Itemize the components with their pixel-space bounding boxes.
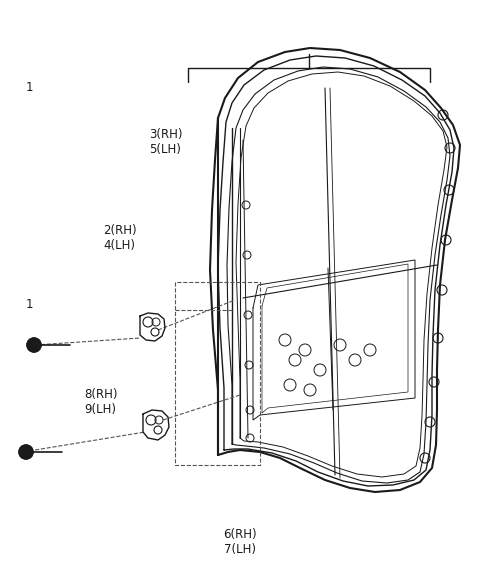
Text: 1: 1 [26, 298, 34, 311]
Text: 8(RH)
9(LH): 8(RH) 9(LH) [84, 388, 118, 416]
Text: 3(RH)
5(LH): 3(RH) 5(LH) [149, 129, 182, 156]
Text: 1: 1 [26, 81, 34, 94]
Circle shape [19, 445, 33, 459]
Circle shape [27, 338, 41, 352]
Text: 6(RH)
7(LH): 6(RH) 7(LH) [223, 529, 257, 556]
Text: 2(RH)
4(LH): 2(RH) 4(LH) [103, 224, 137, 252]
